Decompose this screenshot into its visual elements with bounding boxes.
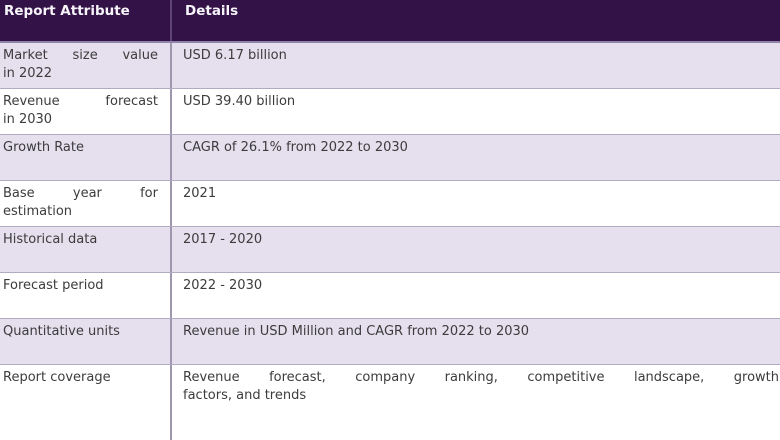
details-cell: 2021 xyxy=(172,181,780,226)
attribute-cell: Report coverage xyxy=(0,365,172,440)
cell-line: Revenue forecast xyxy=(3,94,158,109)
details-cell: USD 39.40 billion xyxy=(172,89,780,134)
details-cell: Revenue forecast, company ranking, compe… xyxy=(172,365,780,440)
attribute-cell: Growth Rate xyxy=(0,135,172,180)
header-details: Details xyxy=(185,3,239,19)
cell-line: Revenue forecast, company ranking, compe… xyxy=(183,370,779,385)
table-row: Market size value in 2022 USD 6.17 billion xyxy=(0,43,780,89)
cell-line: Growth Rate xyxy=(3,140,84,155)
cell-line: CAGR of 26.1% from 2022 to 2030 xyxy=(183,140,408,155)
table-row: Historical data 2017 - 2020 xyxy=(0,227,780,273)
cell-line: in 2022 xyxy=(3,66,53,81)
table-row: Growth Rate CAGR of 26.1% from 2022 to 20… xyxy=(0,135,780,181)
table-row: Quantitative units Revenue in USD Million… xyxy=(0,319,780,365)
details-cell: CAGR of 26.1% from 2022 to 2030 xyxy=(172,135,780,180)
details-cell: 2017 - 2020 xyxy=(172,227,780,272)
attribute-cell: Market size value in 2022 xyxy=(0,43,172,88)
table-body: Market size value in 2022 USD 6.17 billion… xyxy=(0,43,780,440)
attribute-cell: Base year for estimation xyxy=(0,181,172,226)
table-row: Forecast period 2022 - 2030 xyxy=(0,273,780,319)
details-cell: Revenue in USD Million and CAGR from 202… xyxy=(172,319,780,364)
attribute-cell: Quantitative units xyxy=(0,319,172,364)
cell-line: 2022 - 2030 xyxy=(183,278,263,293)
table-row: Report coverage Revenue forecast, company… xyxy=(0,365,780,440)
cell-line: in 2030 xyxy=(3,112,53,127)
attribute-cell: Revenue forecast in 2030 xyxy=(0,89,172,134)
cell-line: Revenue in USD Million and CAGR from 202… xyxy=(183,324,530,339)
attribute-cell: Forecast period xyxy=(0,273,172,318)
table-header-row: Report Attribute Details xyxy=(0,0,780,43)
cell-line: Quantitative units xyxy=(3,324,120,339)
cell-line: Base year for xyxy=(3,186,158,201)
cell-line: Historical data xyxy=(3,232,98,247)
cell-line: estimation xyxy=(3,204,73,219)
cell-line: 2021 xyxy=(183,186,217,201)
cell-line: USD 6.17 billion xyxy=(183,48,287,63)
cell-line: 2017 - 2020 xyxy=(183,232,263,247)
cell-line: Report coverage xyxy=(3,370,111,385)
cell-line: USD 39.40 billion xyxy=(183,94,296,109)
cell-line: Forecast period xyxy=(3,278,104,293)
header-report-attribute: Report Attribute xyxy=(0,0,172,41)
table-row: Base year for estimation 2021 xyxy=(0,181,780,227)
details-cell: USD 6.17 billion xyxy=(172,43,780,88)
details-cell: 2022 - 2030 xyxy=(172,273,780,318)
cell-line: factors, and trends xyxy=(183,388,307,403)
cell-line: Market size value xyxy=(3,48,158,63)
table-row: Revenue forecast in 2030 USD 39.40 billion xyxy=(0,89,780,135)
attribute-cell: Historical data xyxy=(0,227,172,272)
